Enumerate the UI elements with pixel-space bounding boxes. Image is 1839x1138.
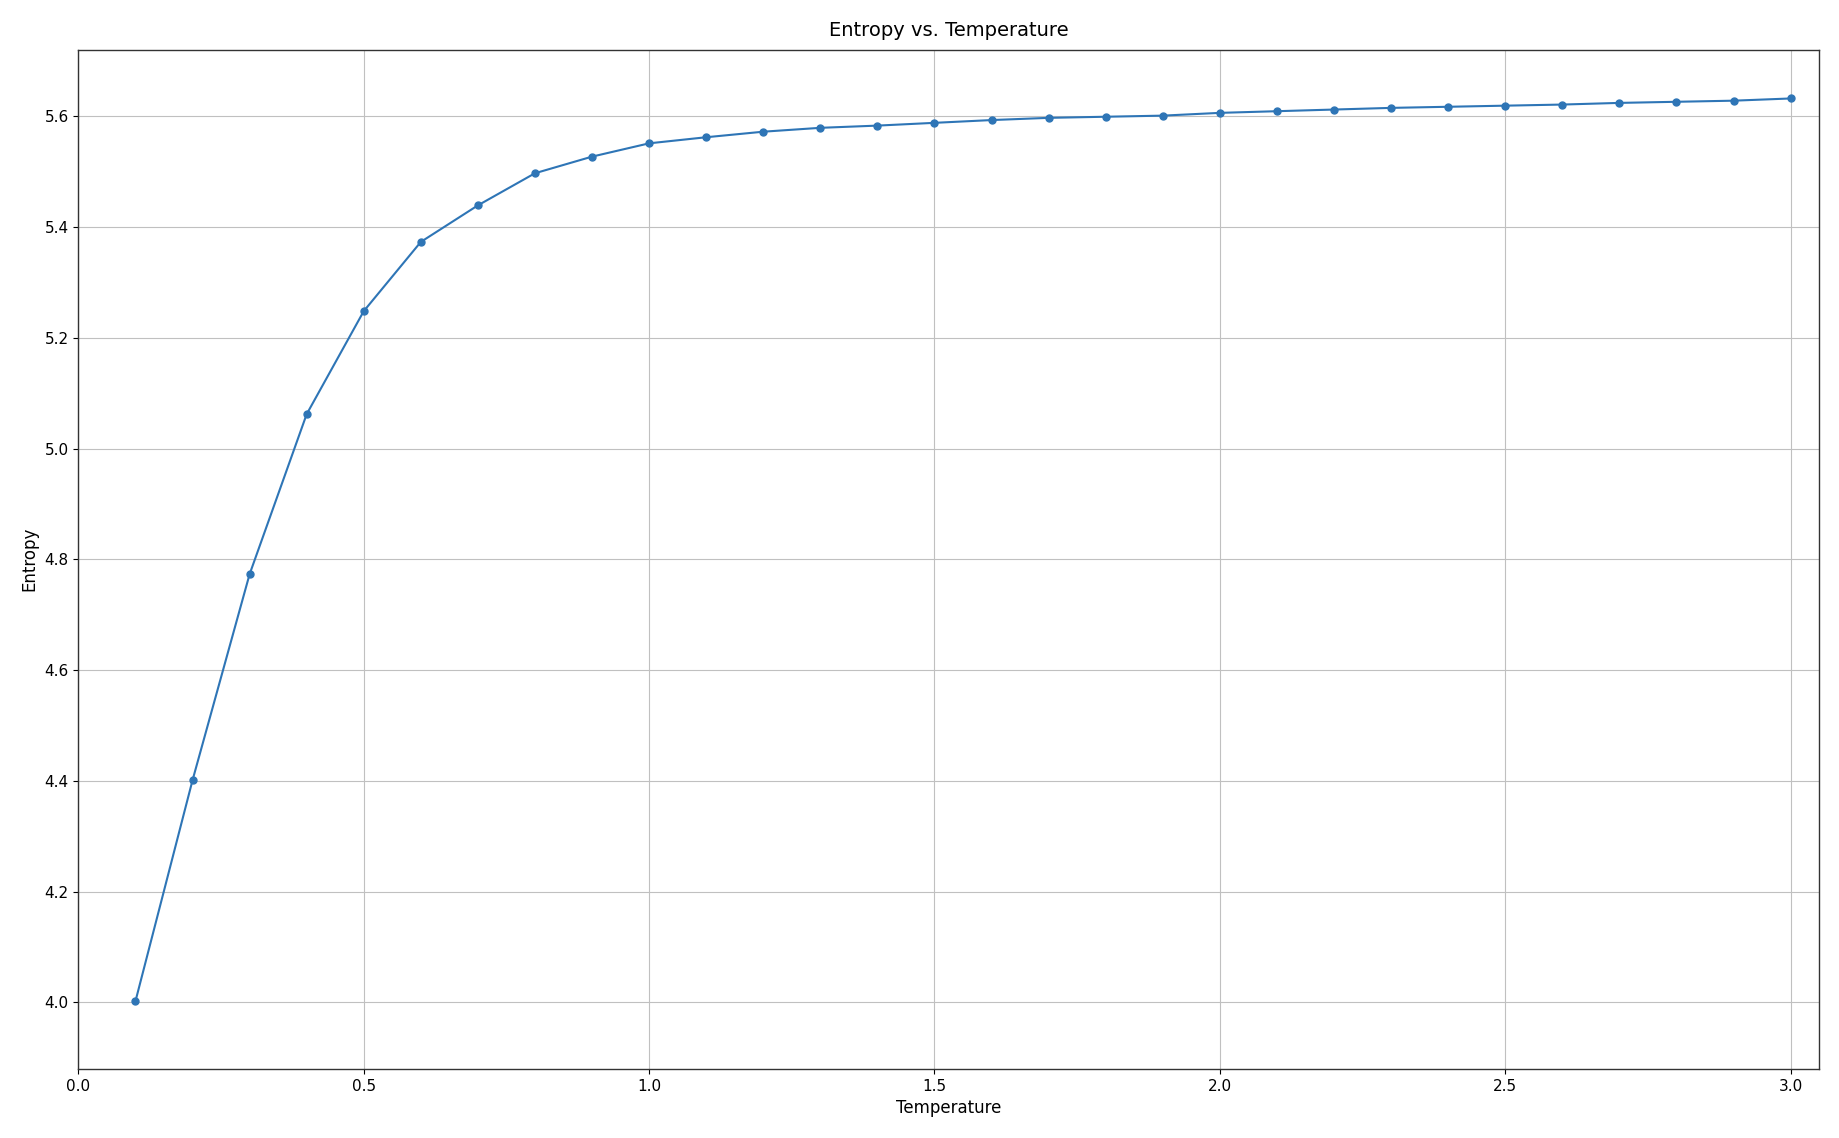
- Y-axis label: Entropy: Entropy: [20, 527, 39, 592]
- Title: Entropy vs. Temperature: Entropy vs. Temperature: [829, 20, 1068, 40]
- X-axis label: Temperature: Temperature: [896, 1099, 1000, 1118]
